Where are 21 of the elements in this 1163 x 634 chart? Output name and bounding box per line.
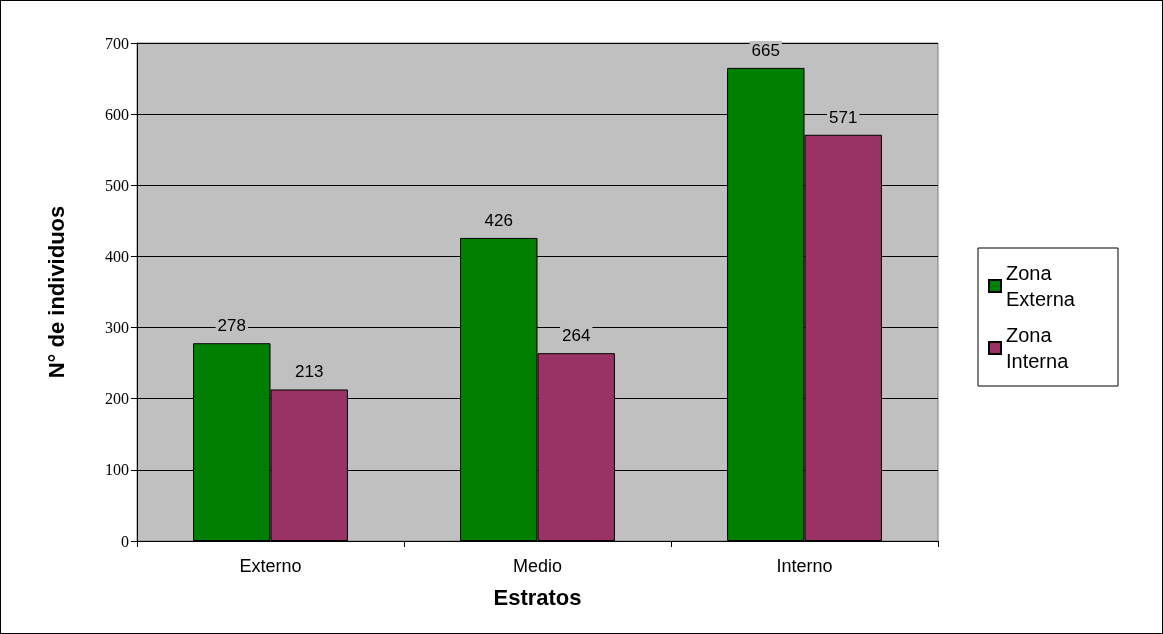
legend-label: Zona Externa	[1006, 262, 1076, 310]
data-label: 213	[295, 362, 324, 382]
x-tick-label: Interno	[776, 556, 833, 576]
y-tick-label: 300	[105, 319, 129, 337]
y-tick-label: 600	[105, 105, 129, 123]
x-tick-label: Medio	[512, 556, 563, 576]
legend-label: Zona Interna	[1006, 324, 1070, 372]
y-tick-label: 400	[105, 247, 129, 265]
y-tick-label: 700	[105, 34, 129, 52]
data-label: 426	[484, 210, 513, 230]
y-tick-label: 100	[105, 461, 129, 479]
data-label: 571	[829, 107, 858, 127]
x-axis-title: Estratos	[493, 584, 582, 610]
x-tick-label: Externo	[239, 556, 302, 576]
data-label: 264	[562, 326, 591, 346]
y-tick-label: 200	[105, 390, 129, 408]
y-tick-label: 0	[121, 532, 129, 550]
y-axis-title: N° de individuos	[43, 205, 69, 379]
data-label: 665	[751, 40, 780, 60]
data-label: 278	[217, 316, 246, 336]
y-tick-label: 500	[105, 176, 129, 194]
